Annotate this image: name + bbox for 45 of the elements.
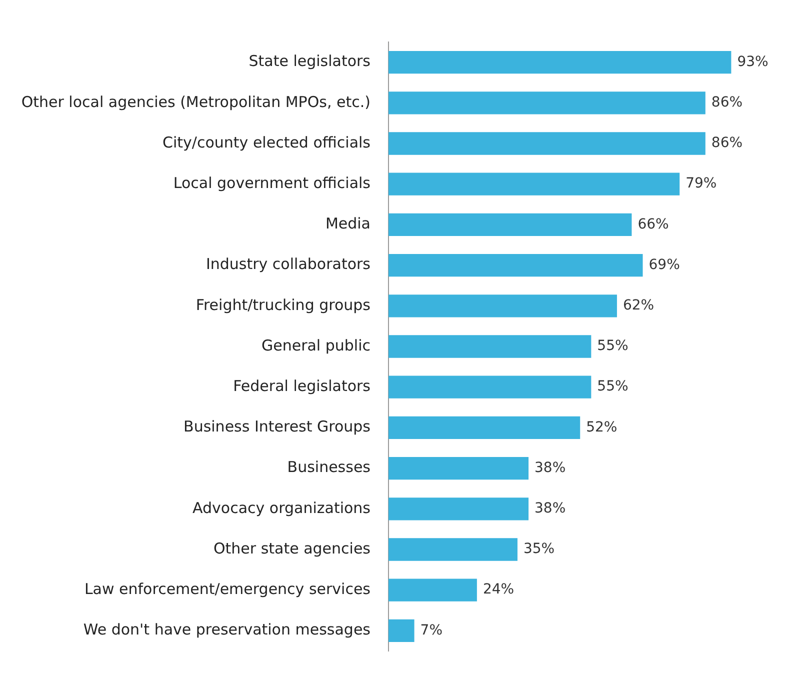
bar (388, 538, 518, 561)
y-tick-label: Businesses (287, 458, 371, 476)
data-label: 24% (482, 582, 514, 598)
bar (388, 92, 706, 114)
data-label: 7% (420, 622, 443, 638)
y-tick-label: Other local agencies (Metropolitan MPOs, etc.) (21, 92, 370, 111)
bar (388, 456, 529, 480)
y-tick-label: Advocacy organizations (192, 498, 371, 517)
bar (388, 172, 680, 196)
bar (388, 254, 643, 277)
y-tick-label: State legislators (248, 52, 371, 70)
bar (388, 132, 706, 155)
y-tick-label: Media (325, 214, 370, 233)
data-label: 86% (711, 135, 743, 152)
data-label: 93% (737, 54, 768, 70)
y-tick-label: Industry collaborators (206, 255, 371, 274)
y-tick-label: Freight/trucking groups (196, 296, 371, 314)
data-label: 38% (534, 460, 566, 476)
bar (388, 213, 632, 236)
bar (388, 416, 580, 440)
y-tick-label: Other state agencies (213, 539, 371, 558)
data-label: 79% (686, 176, 717, 192)
data-label: 55% (597, 378, 628, 395)
data-label: 38% (534, 500, 566, 517)
y-tick-label: General public (261, 336, 370, 354)
y-tick-label: Federal legislators (233, 376, 371, 395)
bar (388, 294, 617, 318)
bar (388, 376, 592, 398)
data-label: 62% (622, 298, 654, 314)
bar (388, 578, 477, 602)
y-tick-label: Business Interest Groups (184, 418, 371, 436)
bar (388, 498, 529, 520)
y-tick-label: Local government officials (173, 174, 371, 192)
data-label: 66% (638, 216, 669, 232)
data-label: 55% (597, 338, 628, 354)
data-label: 86% (711, 94, 743, 111)
y-tick-label: We don't have preservation messages (83, 620, 371, 639)
bar (388, 50, 732, 74)
data-label: 52% (586, 419, 618, 436)
bar (388, 335, 592, 358)
data-label: 35% (523, 541, 555, 558)
bar (388, 619, 414, 642)
y-tick-label: Law enforcement/emergency services (84, 580, 371, 598)
y-tick-label: City/county elected officials (162, 133, 371, 152)
data-label: 69% (648, 256, 680, 273)
